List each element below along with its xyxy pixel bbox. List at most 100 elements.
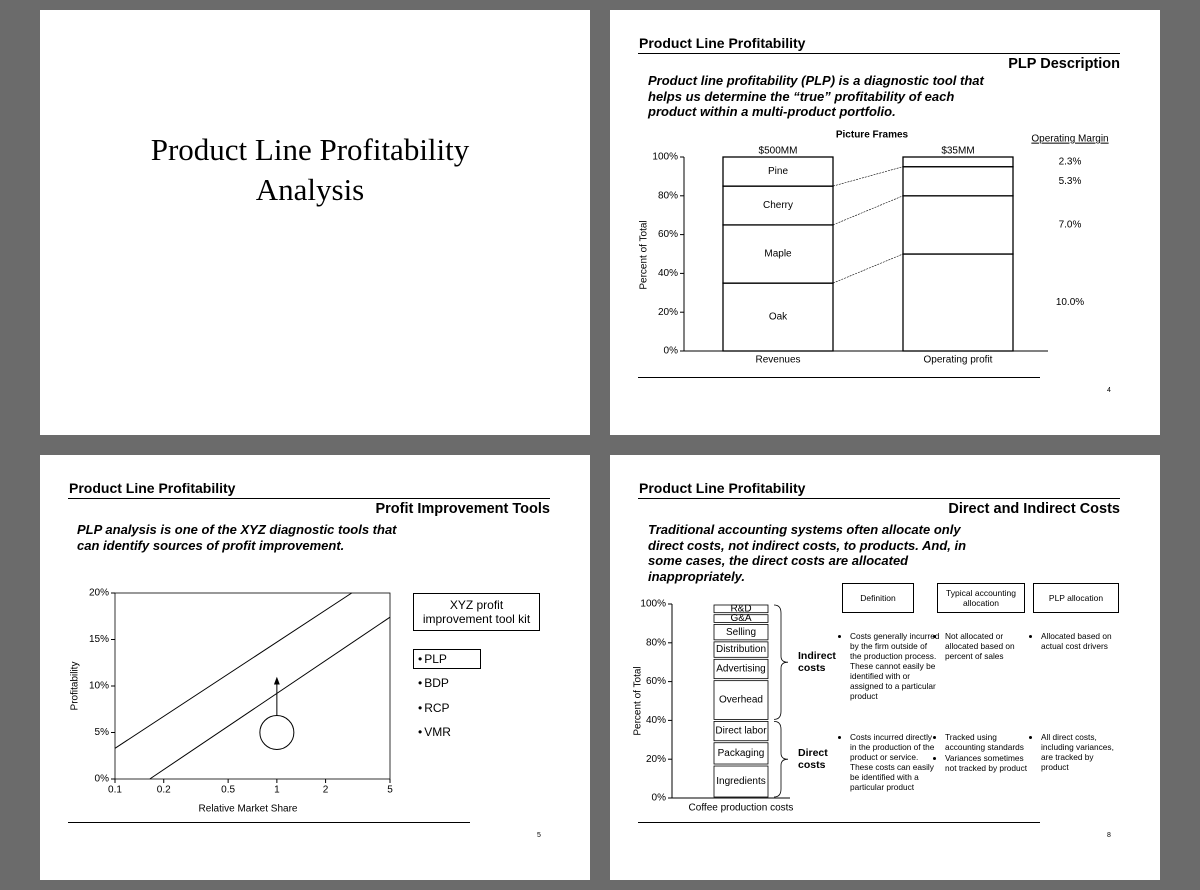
rule bbox=[68, 498, 550, 499]
rule bbox=[638, 377, 1040, 378]
y-tick-label: 0% bbox=[95, 774, 110, 785]
bar-segment bbox=[902, 156, 1014, 168]
slide-subtitle: PLP Description bbox=[1008, 56, 1120, 72]
slide-subtitle: Direct and Indirect Costs bbox=[948, 501, 1120, 517]
margin-label: 5.3% bbox=[1059, 176, 1082, 187]
chart: 0% 5% 10% 15% 20% 0.1 0.2 0.5 1 2 5 Relative Market… bbox=[70, 588, 394, 815]
slide: Product Line Profitability Analysis bbox=[40, 10, 590, 435]
y-tick-label: 10% bbox=[89, 681, 109, 692]
segment-label: Pine bbox=[768, 166, 788, 177]
table-cell: Costs incurred directly in the productio… bbox=[842, 732, 940, 793]
rule bbox=[68, 822, 470, 823]
connector bbox=[832, 195, 904, 226]
x-tick-label: Coffee production costs bbox=[689, 803, 794, 814]
x-tick-label: Operating profit bbox=[924, 355, 993, 366]
table-cell: Costs generally incurred by the firm out… bbox=[842, 631, 940, 702]
y-tick-label: 5% bbox=[95, 727, 110, 738]
table-header: PLP allocation bbox=[1033, 583, 1119, 613]
bar-segment bbox=[722, 185, 834, 226]
cell-text: All direct costs, including variances, a… bbox=[1041, 732, 1121, 772]
bar-segment bbox=[722, 282, 834, 352]
margin-label: 7.0% bbox=[1059, 220, 1082, 231]
x-tick-label: 2 bbox=[323, 785, 329, 796]
total-label: $35MM bbox=[941, 146, 974, 157]
y-tick-label: 20% bbox=[89, 588, 109, 599]
toolkit-item: VMR bbox=[418, 725, 451, 739]
slide: Picture Frames Percent of Total 0% 20% 40% 60… bbox=[610, 10, 1160, 435]
cell-text: Tracked using accounting standards bbox=[945, 732, 1029, 752]
chart: Picture Frames Percent of Total 0% 20% 40% 60… bbox=[639, 130, 1109, 366]
y-tick-label: 40% bbox=[646, 715, 666, 726]
cell-text: Variances sometimes not tracked by produ… bbox=[945, 753, 1029, 773]
x-tick-label: 0.1 bbox=[108, 785, 122, 796]
x-tick-label: 0.5 bbox=[221, 785, 235, 796]
cell-text: Allocated based on actual cost drivers bbox=[1041, 631, 1121, 651]
y-tick-label: 0% bbox=[664, 346, 679, 357]
y-tick-label: 20% bbox=[658, 307, 678, 318]
page-number: 5 bbox=[537, 832, 541, 839]
segment-label: Advertising bbox=[716, 664, 765, 675]
x-tick-label: 1 bbox=[274, 785, 280, 796]
segment-label: Direct labor bbox=[715, 726, 767, 737]
toolkit-item: RCP bbox=[418, 701, 449, 715]
y-tick-label: 60% bbox=[658, 229, 678, 240]
bar-segment bbox=[722, 224, 834, 284]
bar-segment bbox=[713, 641, 769, 658]
bar-segment bbox=[713, 680, 769, 720]
x-tick-label: Revenues bbox=[755, 355, 800, 366]
y-tick-label: 0% bbox=[652, 793, 667, 804]
brace bbox=[773, 721, 789, 798]
y-tick-label: 60% bbox=[646, 676, 666, 687]
bar-segment bbox=[713, 658, 769, 680]
segment-label: Cherry bbox=[763, 200, 793, 211]
margin-header: Operating Margin bbox=[1031, 134, 1108, 145]
bar-segment bbox=[713, 720, 769, 742]
bar-segment bbox=[902, 195, 1014, 255]
y-axis-label: Percent of Total bbox=[639, 220, 650, 289]
lead-text: PLP analysis is one of the XYZ diagnosti… bbox=[77, 522, 397, 553]
lead-text: Traditional accounting systems often all… bbox=[648, 522, 967, 584]
bar-segment bbox=[713, 614, 769, 623]
table-header: Definition bbox=[842, 583, 914, 613]
slide: 0% 5% 10% 15% 20% 0.1 0.2 0.5 1 2 5 Relative Market… bbox=[40, 455, 590, 880]
chart: 0% 20% 40% 60% 80% 100% Percent of Total Coffee… bbox=[633, 599, 794, 814]
segment-label: Ingredients bbox=[716, 776, 765, 787]
y-tick-label: 100% bbox=[640, 599, 666, 610]
page-number: 4 bbox=[1107, 387, 1111, 394]
cell-text: Not allocated or allocated based on perc… bbox=[945, 631, 1029, 661]
page-number: 8 bbox=[1107, 832, 1111, 839]
y-axis-label: Percent of Total bbox=[633, 666, 644, 735]
connector bbox=[832, 166, 904, 187]
segment-label: Distribution bbox=[716, 644, 766, 655]
margin-label: 2.3% bbox=[1059, 156, 1082, 167]
slide-subtitle: Profit Improvement Tools bbox=[375, 501, 550, 517]
cell-text: Costs generally incurred by the firm out… bbox=[850, 631, 940, 701]
group-label: Direct costs bbox=[798, 747, 828, 772]
slide: 0% 20% 40% 60% 80% 100% Percent of Total Coffee… bbox=[610, 455, 1160, 880]
segment-label: Oak bbox=[769, 312, 788, 323]
table-cell: Tracked using accounting standardsVarian… bbox=[937, 732, 1029, 774]
segment-label: Overhead bbox=[719, 695, 763, 706]
rule bbox=[638, 822, 1040, 823]
position-marker bbox=[259, 715, 295, 750]
y-tick-label: 80% bbox=[658, 190, 678, 201]
y-axis-label: Profitability bbox=[70, 662, 81, 711]
bar-segment bbox=[713, 623, 769, 641]
y-tick-label: 100% bbox=[652, 152, 678, 163]
bar-segment bbox=[713, 742, 769, 765]
series-line bbox=[149, 616, 391, 780]
bar-segment bbox=[713, 765, 769, 798]
table-cell: Not allocated or allocated based on perc… bbox=[937, 631, 1029, 662]
lead-text: Product line profitability (PLP) is a di… bbox=[648, 73, 984, 119]
table-cell: Allocated based on actual cost drivers bbox=[1033, 631, 1121, 652]
slide-header: Product Line Profitability bbox=[69, 480, 236, 496]
brace bbox=[773, 604, 789, 720]
y-tick-label: 40% bbox=[658, 268, 678, 279]
cover-title: Product Line Profitability bbox=[150, 132, 470, 167]
margin-label: 10.0% bbox=[1056, 297, 1084, 308]
total-label: $500MM bbox=[759, 146, 798, 157]
segment-label: Packaging bbox=[718, 748, 765, 759]
bar-segment bbox=[902, 166, 1014, 197]
slide-header: Product Line Profitability bbox=[639, 480, 806, 496]
cover-title: Analysis bbox=[255, 172, 365, 207]
